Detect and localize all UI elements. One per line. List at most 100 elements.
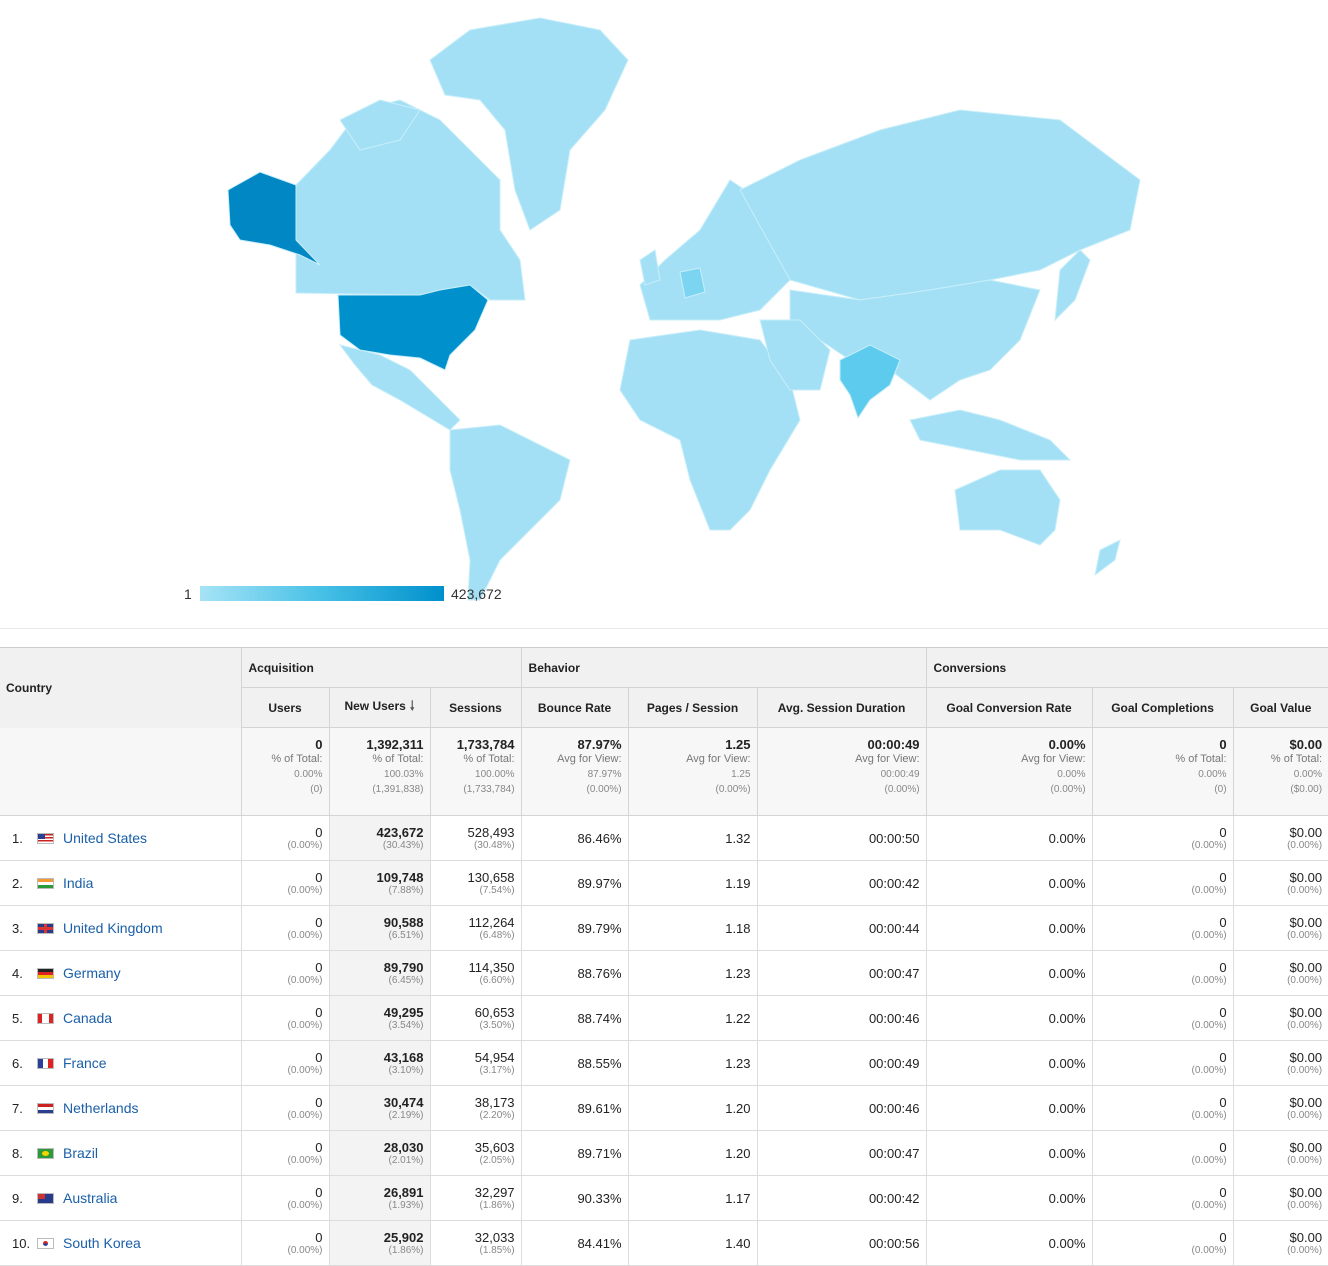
new-users-cell: 25,902 (1.86%) — [328, 1220, 430, 1266]
goal-conversion-rate-cell: 0.00% — [925, 1085, 1093, 1131]
goal-completions-cell: 0 (0.00%) — [1091, 905, 1234, 951]
new-users-column-header[interactable]: New Users 🠓 — [328, 687, 430, 728]
region-se-asia — [909, 409, 1072, 461]
country-cell: 2. India — [0, 860, 242, 906]
country-link[interactable]: Brazil — [63, 1145, 99, 1161]
avg-duration-cell: 00:00:47 — [756, 950, 927, 996]
totals-row: 0% of Total: 0.00% (0) 1,392,311% of Total… — [0, 727, 1328, 816]
users-cell: 0 (0.00%) — [240, 995, 329, 1041]
region-south-america — [449, 424, 571, 601]
world-map-svg[interactable] — [0, 0, 1328, 628]
country-link[interactable]: South Korea — [63, 1235, 141, 1251]
legend-gradient-bar — [200, 586, 444, 601]
country-link[interactable]: United States — [63, 830, 148, 846]
region-india — [839, 344, 901, 420]
new-users-cell: 28,030 (2.01%) — [328, 1130, 430, 1176]
row-rank: 9. — [12, 1191, 23, 1206]
table-row: 8. Brazil 0 (0.00%) 28,030 (2.01%) 35,603 (2.05… — [0, 1130, 1328, 1176]
avg-duration-cell: 00:00:50 — [756, 815, 927, 861]
pages-session-column-header[interactable]: Pages / Session — [627, 687, 758, 728]
goal-value-cell: $0.00 (0.00%) — [1232, 950, 1328, 996]
sessions-cell: 38,173 (2.20%) — [429, 1085, 522, 1131]
region-japan — [1054, 249, 1091, 322]
sessions-cell: 32,297 (1.86%) — [429, 1175, 522, 1221]
bounce-rate-column-header[interactable]: Bounce Rate — [520, 687, 629, 728]
country-link[interactable]: India — [63, 875, 94, 891]
new-users-cell: 90,588 (6.51%) — [328, 905, 430, 951]
goal-conversion-rate-cell: 0.00% — [925, 860, 1093, 906]
legend-max-label: 423,672 — [451, 586, 502, 602]
country-column-header[interactable]: Country — [0, 647, 242, 728]
new-users-cell: 30,474 (2.19%) — [328, 1085, 430, 1131]
totals-new-users: 1,392,311% of Total: 100.03% (1,391,838) — [328, 727, 430, 816]
table-row: 10. South Korea 0 (0.00%) 25,902 (1.86%) 32,03… — [0, 1220, 1328, 1266]
totals-sessions: 1,733,784% of Total: 100.00% (1,733,784) — [429, 727, 522, 816]
users-cell: 0 (0.00%) — [240, 815, 329, 861]
country-link[interactable]: Australia — [63, 1190, 118, 1206]
flag-ca-icon — [37, 1013, 54, 1024]
goal-completions-column-header[interactable]: Goal Completions — [1091, 687, 1234, 728]
country-link[interactable]: Germany — [63, 965, 121, 981]
goal-completions-cell: 0 (0.00%) — [1091, 1085, 1234, 1131]
table-row: 6. France 0 (0.00%) 43,168 (3.10%) 54,954 (3.17… — [0, 1040, 1328, 1086]
flag-nl-icon — [37, 1103, 54, 1114]
avg-duration-column-header[interactable]: Avg. Session Duration — [756, 687, 927, 728]
avg-duration-cell: 00:00:42 — [756, 1175, 927, 1221]
totals-bounce-rate: 87.97% Avg for View: 87.97% (0.00%) — [520, 727, 629, 816]
sessions-column-header[interactable]: Sessions — [429, 687, 522, 728]
totals-goal-value: $0.00% of Total: 0.00% ($0.00) — [1232, 727, 1328, 816]
new-users-cell: 109,748 (7.88%) — [328, 860, 430, 906]
row-rank: 2. — [12, 876, 23, 891]
country-table: Country Acquisition Behavior Conversions… — [0, 647, 1328, 1266]
pages-session-cell: 1.19 — [627, 860, 758, 906]
country-cell: 5. Canada — [0, 995, 242, 1041]
new-users-cell: 89,790 (6.45%) — [328, 950, 430, 996]
users-cell: 0 (0.00%) — [240, 1130, 329, 1176]
behavior-group-header: Behavior — [520, 647, 927, 688]
totals-pages-session: 1.25 Avg for View: 1.25 (0.00%) — [627, 727, 758, 816]
row-rank: 8. — [12, 1146, 23, 1161]
pages-session-cell: 1.23 — [627, 950, 758, 996]
goal-conversion-rate-cell: 0.00% — [925, 815, 1093, 861]
table-row: 3. United Kingdom 0 (0.00%) 90,588 (6.51%) 112… — [0, 905, 1328, 951]
goal-conversion-rate-column-header[interactable]: Goal Conversion Rate — [925, 687, 1093, 728]
country-link[interactable]: United Kingdom — [63, 920, 163, 936]
region-australia — [954, 469, 1061, 546]
table-row: 4. Germany 0 (0.00%) 89,790 (6.45%) 114,350 (6.… — [0, 950, 1328, 996]
sessions-cell: 32,033 (1.85%) — [429, 1220, 522, 1266]
row-rank: 10. — [12, 1236, 31, 1251]
new-users-cell: 26,891 (1.93%) — [328, 1175, 430, 1221]
region-germany — [679, 267, 706, 299]
world-map[interactable]: 1 423,672 — [0, 0, 1328, 628]
country-cell: 4. Germany — [0, 950, 242, 996]
country-link[interactable]: France — [63, 1055, 107, 1071]
sessions-cell: 112,264 (6.48%) — [429, 905, 522, 951]
pages-session-cell: 1.40 — [627, 1220, 758, 1266]
pages-session-cell: 1.18 — [627, 905, 758, 951]
sort-descending-icon[interactable]: 🠓 — [409, 697, 415, 713]
goal-conversion-rate-cell: 0.00% — [925, 1220, 1093, 1266]
region-middle-east — [759, 319, 831, 391]
country-cell: 6. France — [0, 1040, 242, 1086]
goal-conversion-rate-cell: 0.00% — [925, 950, 1093, 996]
users-column-header[interactable]: Users — [240, 687, 329, 728]
goal-conversion-rate-cell: 0.00% — [925, 1175, 1093, 1221]
country-cell: 10. South Korea — [0, 1220, 242, 1266]
bounce-rate-cell: 88.74% — [520, 995, 629, 1041]
goal-completions-cell: 0 (0.00%) — [1091, 815, 1234, 861]
country-cell: 9. Australia — [0, 1175, 242, 1221]
country-link[interactable]: Netherlands — [63, 1100, 139, 1116]
table-row: 2. India 0 (0.00%) 109,748 (7.88%) 130,658 (7.5… — [0, 860, 1328, 906]
country-link[interactable]: Canada — [63, 1010, 113, 1026]
totals-label-cell — [0, 727, 242, 816]
pages-session-cell: 1.20 — [627, 1085, 758, 1131]
new-users-cell: 423,672 (30.43%) — [328, 815, 430, 861]
table-row: 1. United States 0 (0.00%) 423,672 (30.43%) 52… — [0, 815, 1328, 861]
table-row: 9. Australia 0 (0.00%) 26,891 (1.93%) 32,297 (1… — [0, 1175, 1328, 1221]
sessions-cell: 54,954 (3.17%) — [429, 1040, 522, 1086]
flag-kr-icon — [37, 1238, 54, 1249]
avg-duration-cell: 00:00:56 — [756, 1220, 927, 1266]
country-cell: 3. United Kingdom — [0, 905, 242, 951]
goal-value-column-header[interactable]: Goal Value — [1232, 687, 1328, 728]
sessions-cell: 528,493 (30.48%) — [429, 815, 522, 861]
